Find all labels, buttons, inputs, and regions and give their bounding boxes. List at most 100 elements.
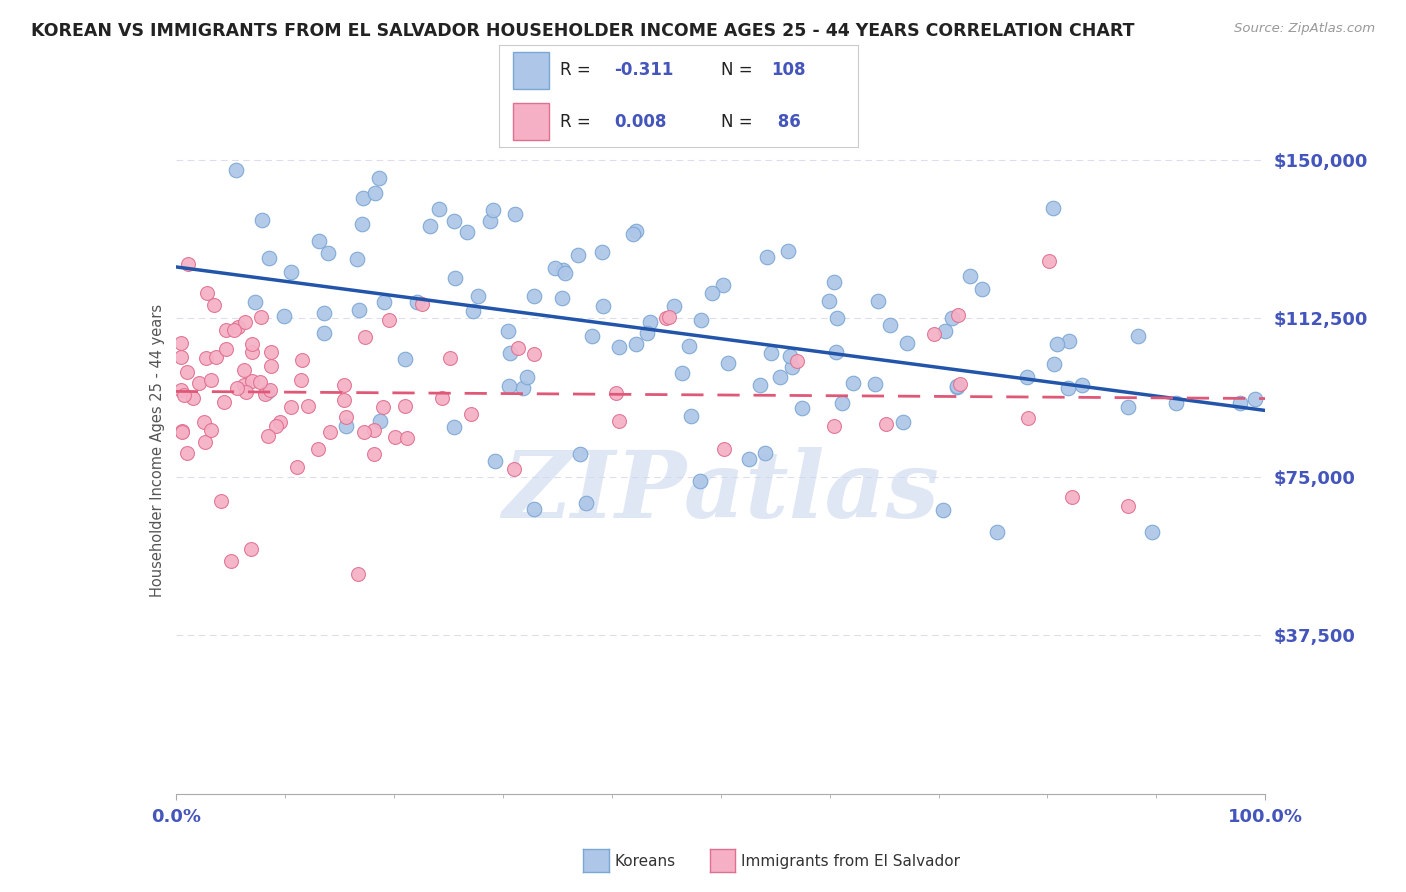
Point (308, 234, 330, 248)
Text: Koreans: Koreans (614, 855, 675, 869)
Point (273, 310, 295, 324)
Point (430, 392, 453, 406)
Point (188, 376, 211, 390)
Point (502, 461, 524, 475)
Point (170, 425, 193, 439)
Point (776, 244, 799, 259)
Point (1057, 334, 1080, 348)
Point (482, 203, 505, 218)
Point (170, 336, 193, 351)
Point (240, 374, 263, 388)
Point (624, 224, 647, 238)
Point (592, 299, 614, 313)
Point (1057, 381, 1080, 395)
Point (755, 251, 778, 265)
Point (226, 381, 249, 395)
Point (823, 418, 845, 433)
Point (779, 350, 801, 364)
Point (478, 214, 501, 228)
Point (1038, 253, 1060, 268)
Point (250, 310, 273, 324)
Point (378, 313, 401, 327)
Point (222, 323, 245, 337)
Point (818, 293, 841, 308)
Point (371, 401, 394, 415)
Point (257, 252, 280, 266)
Point (460, 407, 482, 421)
Point (193, 415, 215, 429)
Point (233, 315, 256, 329)
Point (245, 295, 267, 310)
Point (232, 363, 254, 377)
Point (690, 313, 713, 327)
Text: R =: R = (560, 62, 596, 79)
Point (1229, 396, 1251, 410)
Point (702, 285, 724, 300)
Point (335, 409, 357, 424)
Point (946, 380, 969, 394)
Point (250, 212, 273, 227)
Text: KOREAN VS IMMIGRANTS FROM EL SALVADOR HOUSEHOLDER INCOME AGES 25 - 44 YEARS CORR: KOREAN VS IMMIGRANTS FROM EL SALVADOR HO… (31, 22, 1135, 40)
Text: Source: ZipAtlas.com: Source: ZipAtlas.com (1234, 22, 1375, 36)
Point (621, 227, 644, 242)
Point (569, 447, 592, 461)
Text: ZIPatlas: ZIPatlas (502, 447, 939, 537)
Point (1128, 329, 1150, 343)
Point (1042, 202, 1064, 216)
Point (922, 326, 945, 341)
Point (662, 299, 685, 313)
Point (607, 414, 630, 428)
Point (254, 387, 277, 401)
Point (395, 431, 418, 445)
Point (176, 257, 198, 271)
Point (170, 425, 193, 439)
Point (269, 415, 291, 429)
Point (363, 423, 385, 437)
Point (754, 446, 776, 460)
Point (394, 400, 416, 414)
Point (257, 429, 280, 443)
Point (373, 295, 395, 310)
Point (368, 171, 391, 186)
Point (394, 352, 416, 367)
Point (658, 310, 681, 324)
Text: N =: N = (721, 112, 758, 130)
Point (605, 386, 627, 401)
Point (738, 451, 761, 466)
Point (575, 496, 598, 510)
Point (226, 319, 249, 334)
Point (1116, 400, 1139, 414)
Point (748, 377, 770, 392)
Point (512, 381, 534, 395)
Point (260, 344, 283, 359)
Point (363, 447, 385, 461)
Point (319, 425, 342, 439)
Point (949, 376, 972, 391)
Point (499, 346, 522, 360)
Point (1045, 337, 1067, 351)
Point (256, 385, 278, 400)
Point (200, 423, 222, 437)
Point (364, 186, 387, 200)
Point (215, 343, 238, 357)
Point (506, 341, 529, 355)
Point (671, 366, 693, 380)
Point (523, 289, 546, 303)
Point (1017, 411, 1039, 425)
Point (544, 260, 567, 275)
Text: 108: 108 (772, 62, 806, 79)
Point (780, 359, 803, 374)
Text: 0.008: 0.008 (614, 112, 666, 130)
Point (173, 388, 195, 402)
Point (523, 347, 546, 361)
Point (225, 162, 247, 177)
Point (551, 291, 574, 305)
Point (439, 351, 461, 366)
Point (176, 365, 198, 379)
Point (934, 324, 956, 338)
Point (215, 323, 238, 337)
Point (1140, 524, 1163, 539)
Point (219, 554, 242, 568)
Point (831, 395, 853, 409)
Point (823, 275, 845, 289)
